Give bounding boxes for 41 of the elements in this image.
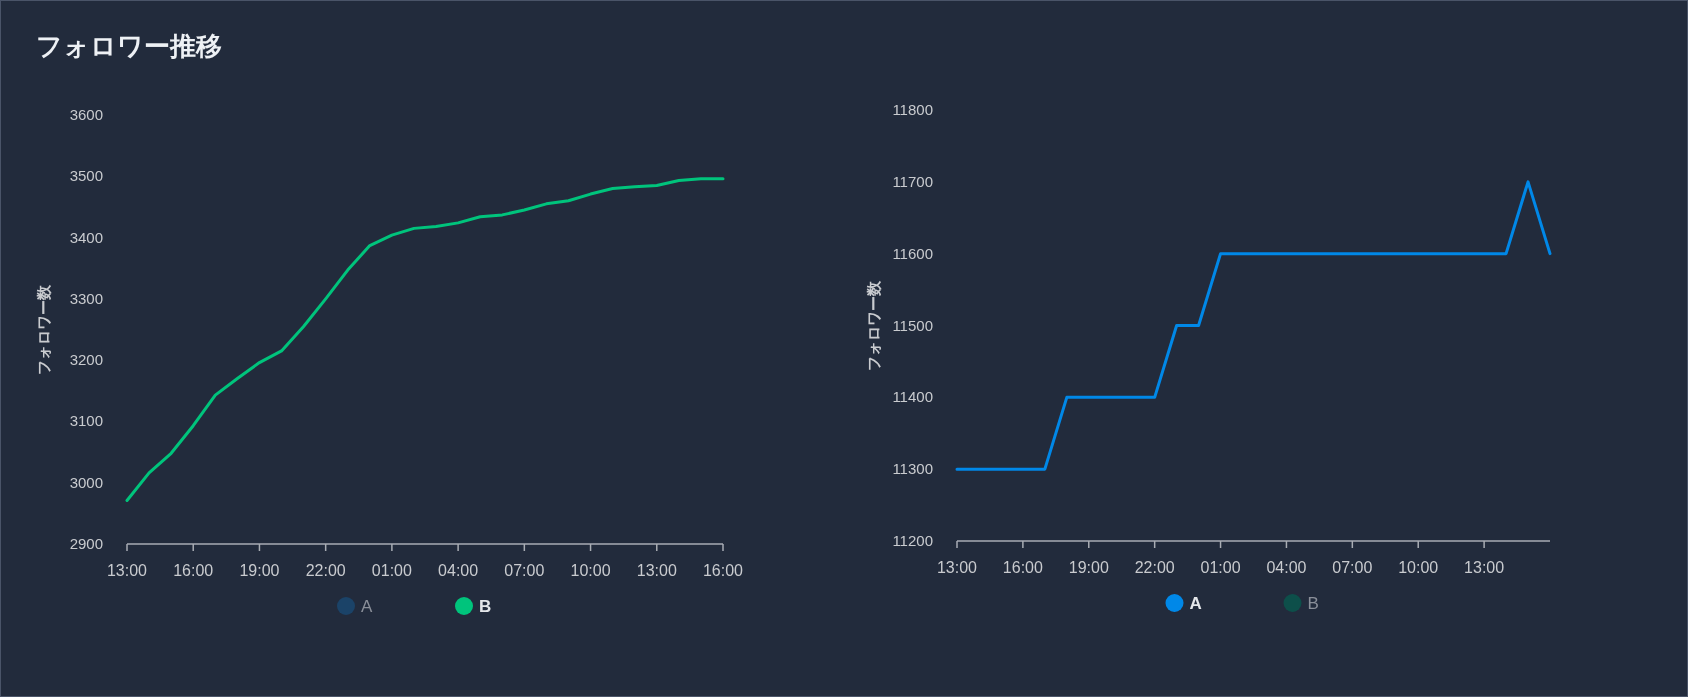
y-axis-title: フォロワー数 xyxy=(35,283,52,375)
x-tick-label: 13:00 xyxy=(1464,559,1505,576)
x-tick-label: 10:00 xyxy=(570,562,611,579)
y-tick-label: 3400 xyxy=(69,228,103,246)
x-tick-label: 13:00 xyxy=(106,562,148,579)
x-tick-label: 16:00 xyxy=(702,562,744,579)
x-tick-label: 04:00 xyxy=(1266,559,1307,576)
title: フォロワー推移 xyxy=(36,31,222,61)
y-tick-label: 11800 xyxy=(892,101,933,118)
y-tick-label: 11400 xyxy=(892,388,933,406)
y-axis-title: フォロワー数 xyxy=(865,279,882,371)
legend-label: A xyxy=(1189,594,1202,613)
y-tick-label: 2900 xyxy=(69,535,103,552)
y-tick-label: 3600 xyxy=(69,106,103,123)
x-tick-label: 16:00 xyxy=(173,562,214,579)
x-tick-label: 07:00 xyxy=(1332,559,1373,576)
y-tick-label: 3200 xyxy=(69,351,103,369)
y-tick-label: 11700 xyxy=(892,172,933,190)
x-tick-label: 01:00 xyxy=(371,562,413,579)
x-tick-label: 04:00 xyxy=(438,562,479,579)
x-tick-label: 13:00 xyxy=(936,559,978,576)
y-tick-label: 11200 xyxy=(892,532,933,549)
x-tick-label: 22:00 xyxy=(1134,559,1175,576)
y-tick-label: 11600 xyxy=(892,244,933,262)
y-tick-label: 3500 xyxy=(69,167,103,185)
legend-label: B xyxy=(479,597,492,616)
x-tick-label: 22:00 xyxy=(305,562,346,579)
x-tick-label: 10:00 xyxy=(1398,559,1439,576)
x-tick-label: 16:00 xyxy=(1002,559,1044,576)
x-tick-label: 19:00 xyxy=(239,562,280,579)
x-tick-label: 01:00 xyxy=(1200,559,1241,576)
y-tick-label: 3100 xyxy=(69,412,103,430)
x-tick-label: 19:00 xyxy=(1068,559,1109,576)
legend-label: B xyxy=(1307,594,1319,613)
y-tick-label: 11500 xyxy=(892,316,933,334)
y-tick-label: 3000 xyxy=(69,473,103,491)
x-tick-label: 07:00 xyxy=(504,562,545,579)
y-tick-label: 11300 xyxy=(892,460,933,478)
y-tick-label: 3300 xyxy=(69,289,103,307)
x-tick-label: 13:00 xyxy=(636,562,677,579)
legend-label: A xyxy=(361,597,373,616)
